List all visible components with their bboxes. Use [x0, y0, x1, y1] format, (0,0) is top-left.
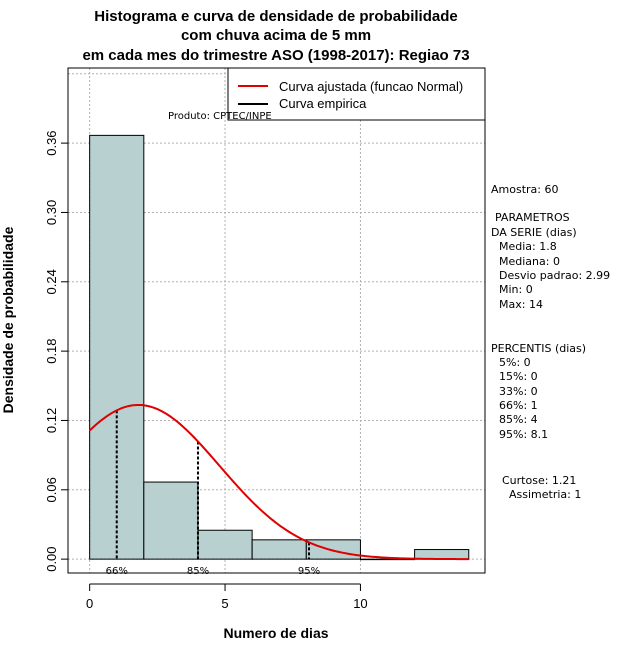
y-tick-label-3: 0.18 — [44, 338, 59, 363]
chart-title-line-1: Histograma e curva de densidade de proba… — [94, 8, 457, 25]
y-tick-label-6: 0.36 — [44, 130, 59, 155]
stat-mean: Media: 1.8 — [499, 240, 557, 253]
x-tick-label-2: 10 — [353, 596, 367, 611]
stat-kurtosis: Curtose: 1.21 — [502, 474, 576, 487]
histogram-bar-2 — [197, 529, 253, 560]
histogram-bars — [89, 134, 470, 561]
percentile-label-2: 95% — [298, 566, 320, 577]
stat-params-title-2: DA SERIE (dias) — [491, 226, 577, 239]
x-axis: 0 5 10 — [86, 583, 368, 611]
x-tick-label-1: 5 — [221, 596, 228, 611]
percentile-markers: 66% 85% 95% — [106, 410, 320, 577]
stat-max: Max: 14 — [499, 298, 543, 311]
stat-p95: 95%: 8.1 — [499, 428, 548, 441]
legend-box — [227, 67, 486, 121]
stat-params-title-1: PARAMETROS — [495, 211, 570, 224]
y-tick-label-0: 0.00 — [44, 546, 59, 571]
histogram-bar-0 — [89, 134, 145, 560]
histogram-bar-3 — [251, 539, 307, 560]
stat-p85: 85%: 4 — [499, 413, 538, 426]
x-axis-label: Numero de dias — [223, 625, 328, 641]
chart-title-line-3: em cada mes do trimestre ASO (1998-2017)… — [82, 47, 469, 64]
x-tick-label-0: 0 — [86, 596, 93, 611]
y-tick-label-2: 0.12 — [44, 408, 59, 433]
y-tick-label-5: 0.30 — [44, 200, 59, 225]
legend: Curva ajustada (funcao Normal) Curva emp… — [227, 67, 486, 121]
stat-p5: 5%: 0 — [499, 356, 531, 369]
histogram-bar-6 — [414, 549, 470, 560]
stat-p33: 33%: 0 — [499, 385, 538, 398]
percentile-label-1: 85% — [187, 566, 209, 577]
stats-panel: Amostra: 60 PARAMETROS DA SERIE (dias) M… — [491, 183, 610, 501]
fitted-normal-curve — [88, 403, 469, 561]
legend-empirical-label: Curva empirica — [279, 96, 367, 111]
histogram-bar-4 — [305, 539, 361, 560]
stat-sd: Desvio padrao: 2.99 — [499, 269, 610, 282]
stat-p66: 66%: 1 — [499, 399, 538, 412]
y-axis-label: Densidade de probabilidade — [0, 226, 16, 413]
y-tick-label-4: 0.24 — [44, 269, 59, 294]
stat-p15: 15%: 0 — [499, 370, 538, 383]
percentile-label-0: 66% — [106, 566, 128, 577]
stat-sample: Amostra: 60 — [491, 183, 558, 196]
product-label: Produto: CPTEC/INPE — [168, 111, 272, 122]
stat-min: Min: 0 — [499, 283, 533, 296]
y-tick-label-1: 0.06 — [44, 477, 59, 502]
stat-skewness: Assimetria: 1 — [509, 488, 581, 501]
chart-title-line-2: com chuva acima de 5 mm — [181, 27, 371, 44]
histogram-bar-1 — [143, 481, 199, 560]
stat-median: Mediana: 0 — [499, 255, 560, 268]
stat-percentis-title: PERCENTIS (dias) — [491, 342, 586, 355]
legend-fitted-label: Curva ajustada (funcao Normal) — [279, 79, 463, 94]
y-axis: 0.00 0.06 0.12 0.18 0.24 0.30 0.36 — [44, 130, 69, 572]
